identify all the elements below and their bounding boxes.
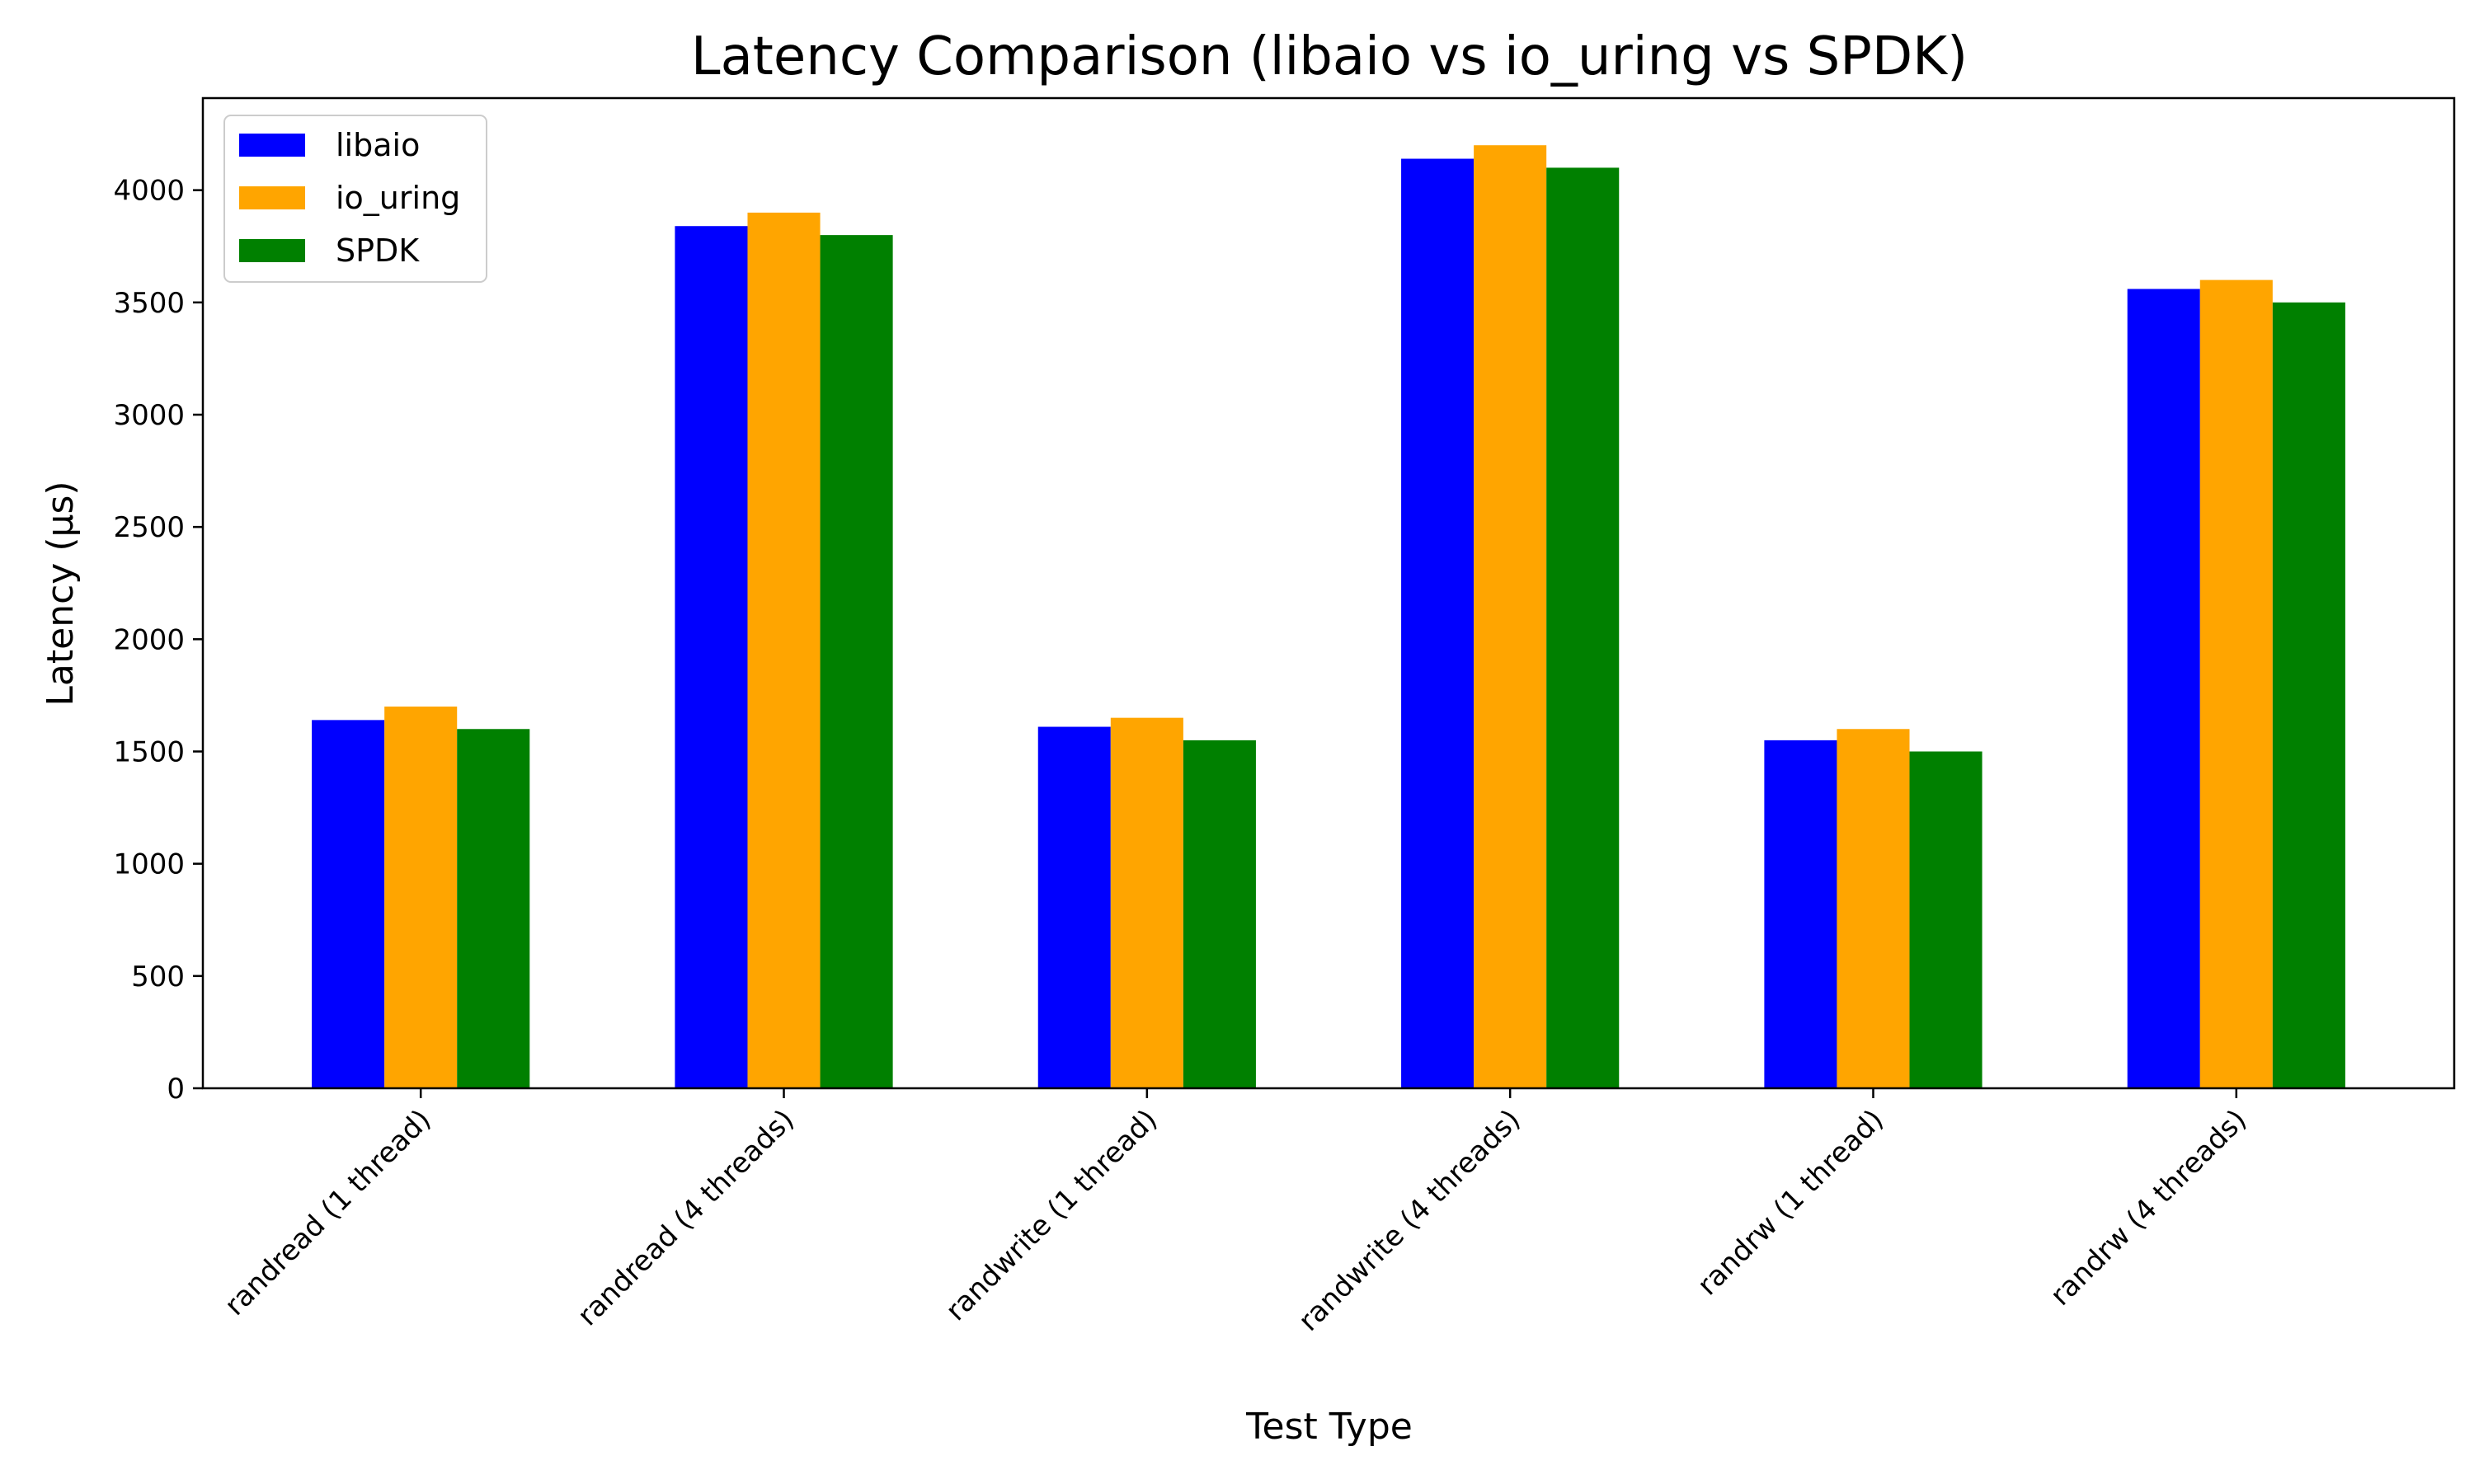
bar-spdk [1909, 751, 1982, 1088]
y-tick-label: 3000 [113, 399, 185, 432]
x-tick-label: randread (1 thread) [219, 1103, 438, 1322]
x-tick-label: randread (4 threads) [571, 1103, 801, 1332]
bar-iouring [1110, 717, 1183, 1088]
bar-iouring [1837, 729, 1910, 1088]
bar-spdk [457, 729, 530, 1088]
y-tick-label: 1000 [113, 848, 185, 881]
chart-title: Latency Comparison (libaio vs io_uring v… [691, 26, 1968, 87]
plot-frame [201, 96, 2456, 1090]
x-tick-label: randrw (1 thread) [1691, 1103, 1890, 1302]
legend-swatch [239, 239, 305, 262]
bar-spdk [1546, 167, 1620, 1088]
bar-libaio [1037, 726, 1111, 1088]
legend-label: libaio [336, 127, 420, 163]
bar-spdk [1183, 740, 1256, 1088]
bar-spdk [820, 235, 893, 1088]
legend: libaio io_uring SPDK [223, 115, 487, 283]
bar-iouring [2199, 279, 2273, 1089]
y-tick-label: 0 [167, 1073, 185, 1106]
legend-label: SPDK [336, 232, 420, 269]
x-tick-label: randrw (4 threads) [2044, 1103, 2254, 1313]
y-tick-label: 1500 [113, 735, 185, 768]
y-axis-title: Latency (µs) [40, 481, 82, 706]
bar-libaio [1401, 158, 1475, 1088]
legend-swatch [239, 134, 305, 157]
legend-swatch [239, 186, 305, 209]
x-tick-label: randwrite (1 thread) [939, 1103, 1164, 1327]
bar-iouring [384, 707, 458, 1088]
y-tick-label: 500 [131, 960, 185, 993]
bar-libaio [1764, 740, 1837, 1088]
bar-iouring [1474, 145, 1547, 1089]
y-tick-label: 2000 [113, 623, 185, 656]
bars-layer [312, 145, 2345, 1089]
bar-libaio [312, 720, 385, 1088]
axes-layer: 0 500 1000 1500 2000 2500 3000 3500 4000 randread… [113, 96, 2456, 1338]
y-tick-label: 4000 [113, 175, 185, 208]
bar-spdk [2272, 302, 2345, 1088]
bar-iouring [747, 212, 821, 1089]
bar-libaio [2127, 289, 2200, 1089]
x-tick-label: randwrite (4 threads) [1292, 1103, 1527, 1338]
y-tick-label: 2500 [113, 511, 185, 544]
legend-label: io_uring [336, 180, 460, 216]
bar-libaio [675, 226, 748, 1088]
y-tick-label: 3500 [113, 287, 185, 320]
x-axis-title: Test Type [1245, 1406, 1413, 1448]
